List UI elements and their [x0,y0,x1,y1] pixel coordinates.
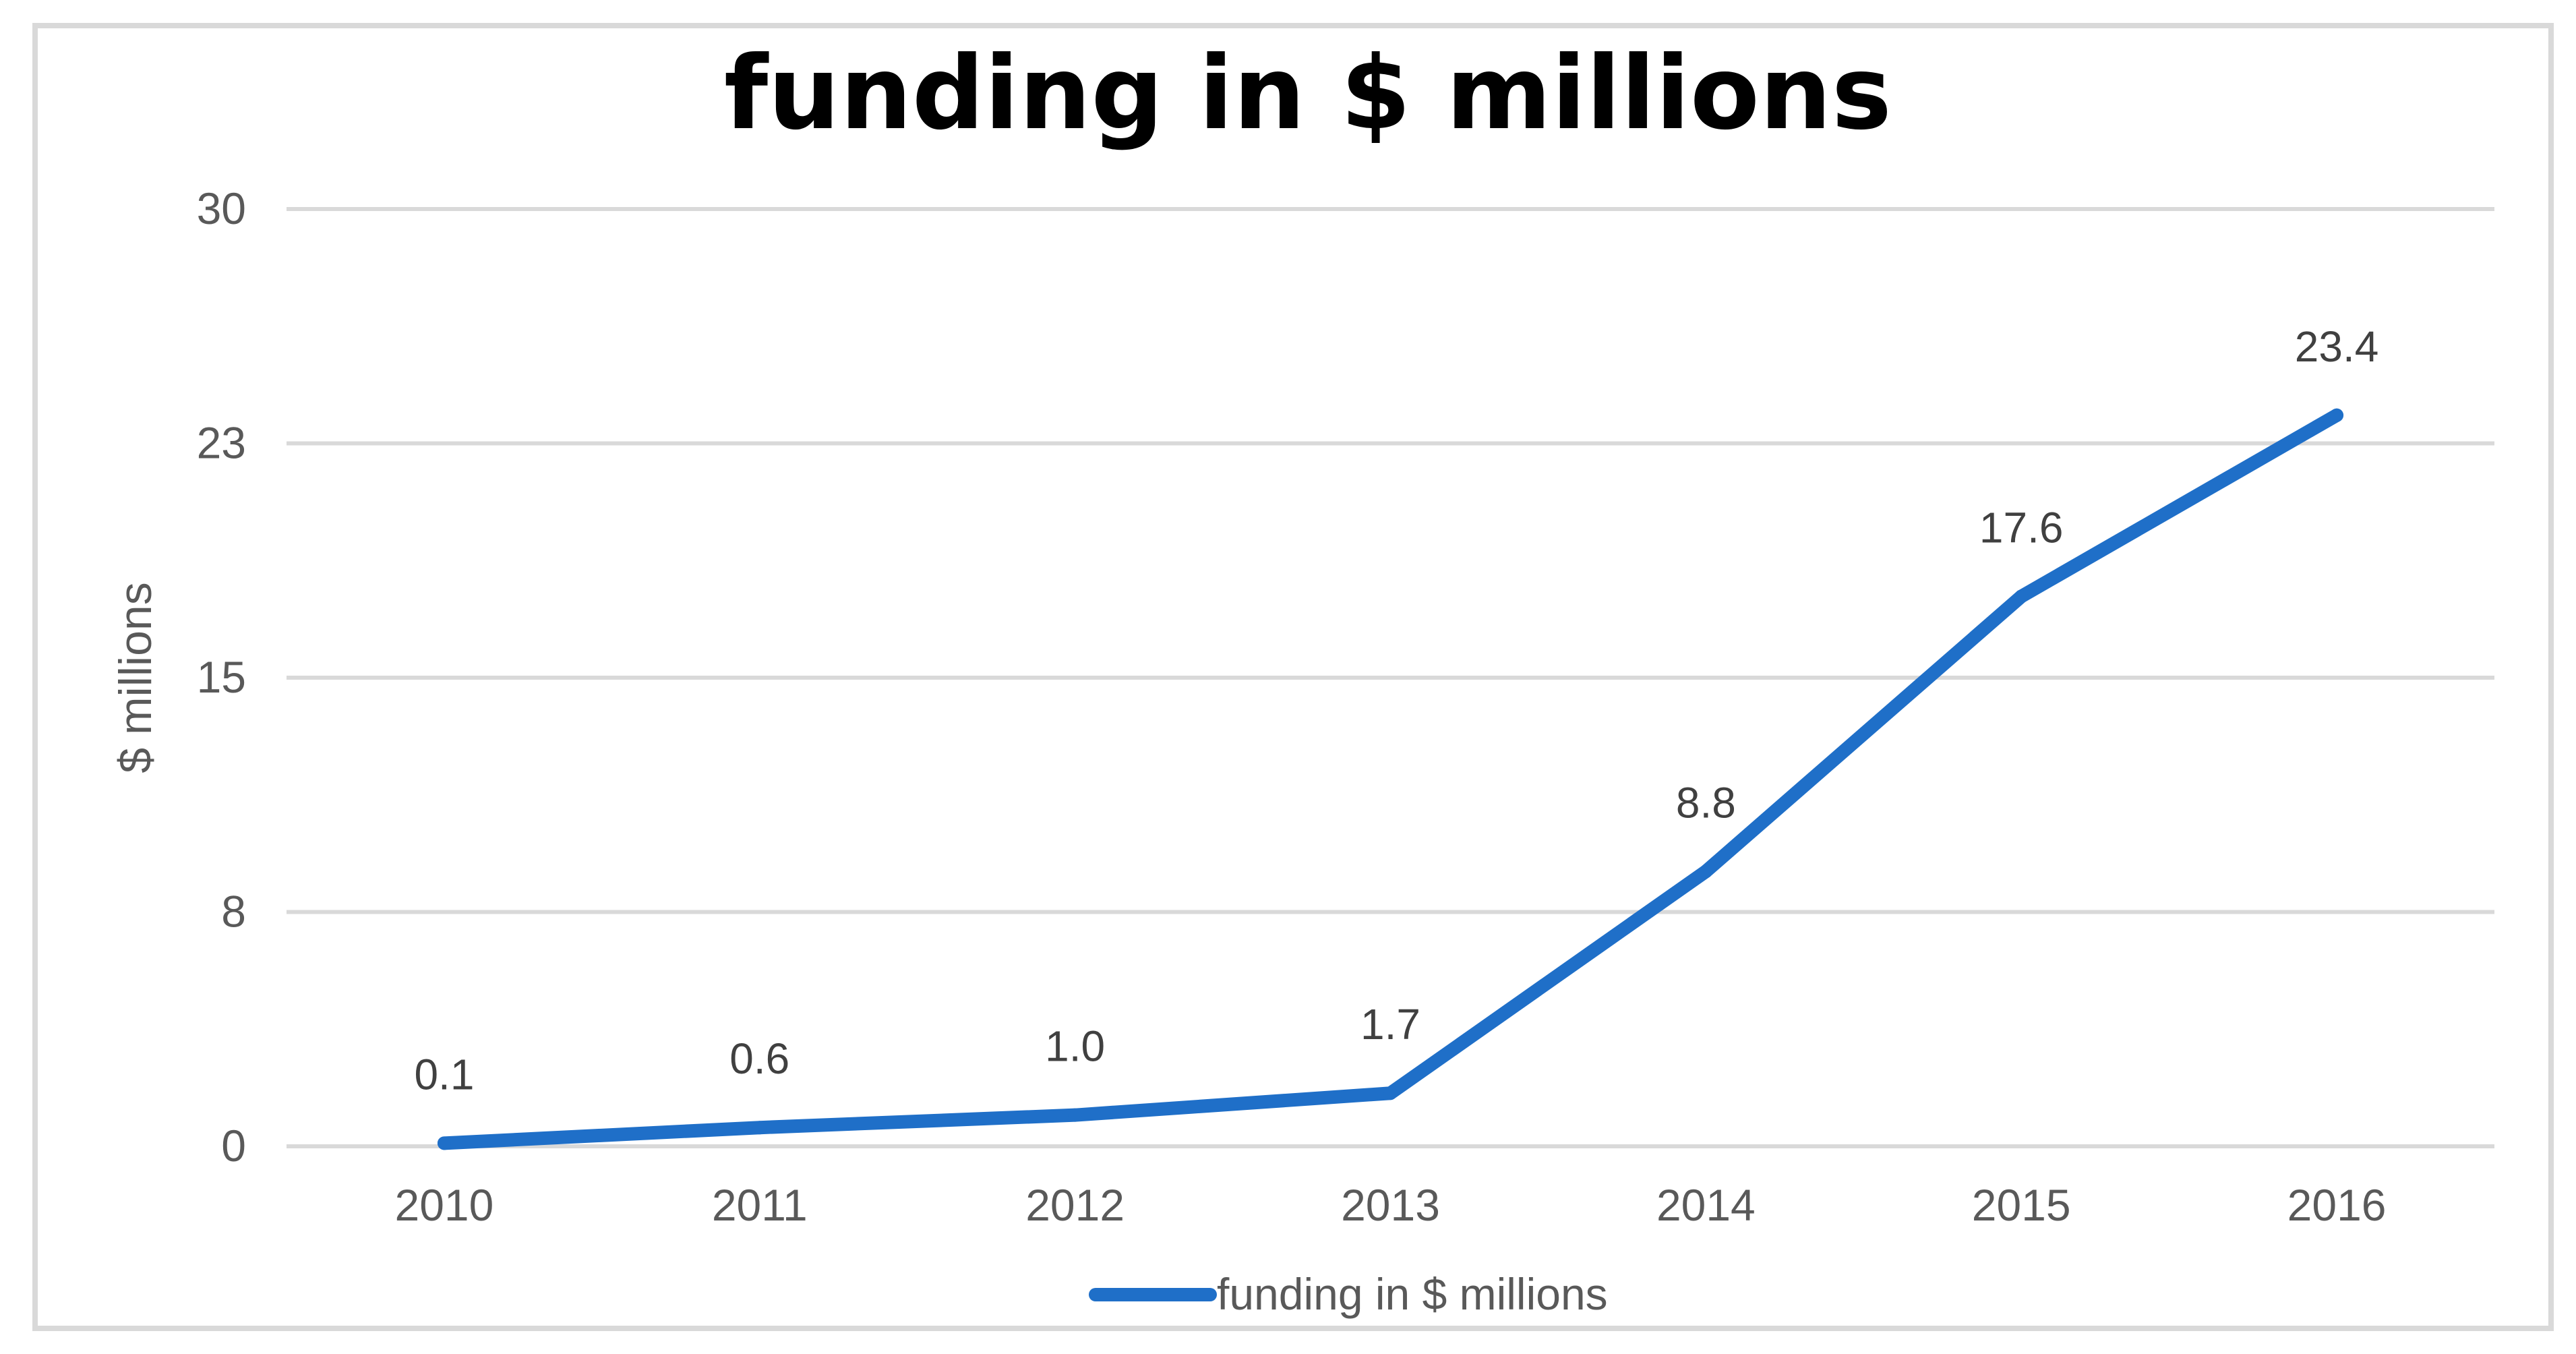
x-tick-label: 2016 [2287,1180,2387,1230]
data-label: 1.0 [1045,1022,1105,1071]
y-axis-ticks: 0 8 15 23 30 [197,183,246,1171]
y-tick-label: 23 [197,418,246,468]
x-tick-label: 2012 [1025,1180,1125,1230]
y-tick-label: 30 [197,183,246,233]
y-tick-label: 15 [197,652,246,702]
data-point [437,1136,451,1150]
data-point [1068,1108,1082,1122]
data-label: 0.6 [729,1034,789,1083]
data-point [2330,408,2344,422]
series-layer [437,408,2344,1150]
x-axis-ticks: 2010 2011 2012 2013 2014 2015 2016 [395,1180,2387,1230]
chart-title: funding in $ millions [724,35,1892,152]
data-labels: 0.1 0.6 1.0 1.7 8.8 17.6 23.4 [414,322,2378,1099]
legend: funding in $ millions [1089,1269,1608,1319]
data-label: 23.4 [2295,322,2379,371]
x-tick-label: 2011 [712,1180,808,1230]
data-point [752,1121,767,1135]
y-tick-label: 8 [221,887,246,937]
x-tick-label: 2013 [1341,1180,1440,1230]
data-label: 0.1 [414,1050,474,1098]
data-label: 1.7 [1360,1000,1420,1049]
data-label: 17.6 [1979,504,2064,552]
data-point [2014,589,2029,604]
x-tick-label: 2014 [1656,1180,1756,1230]
y-axis-label: $ millions [110,582,161,773]
data-label: 8.8 [1676,778,1736,827]
data-point [1699,864,1713,879]
y-tick-label: 0 [221,1121,246,1171]
legend-label: funding in $ millions [1217,1269,1608,1319]
x-tick-label: 2010 [395,1180,494,1230]
x-tick-label: 2015 [1972,1180,2071,1230]
gridlines [287,207,2494,1148]
data-point [1383,1086,1398,1100]
